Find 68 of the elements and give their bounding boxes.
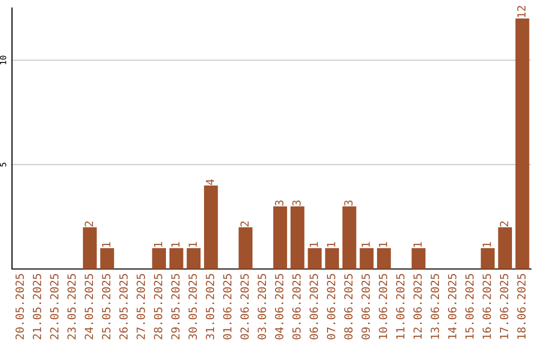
- x-tick-label: 20.05.2025: [16, 274, 24, 340]
- data-label: 1: [188, 242, 197, 247]
- x-tick-label: 30.05.2025: [188, 274, 197, 340]
- x-tick-label: 11.06.2025: [396, 274, 405, 339]
- bar: [273, 206, 288, 269]
- bar: [82, 227, 97, 269]
- x-tick-label: 27.05.2025: [136, 274, 146, 340]
- x-tick-label: 18.06.2025: [517, 274, 526, 339]
- bar: [360, 248, 374, 269]
- data-label: 1: [310, 242, 318, 247]
- x-tick-label: 22.05.2025: [50, 274, 59, 340]
- x-tick-label: 01.06.2025: [223, 274, 232, 340]
- bar: [480, 248, 495, 269]
- x-tick-label: 28.05.2025: [154, 274, 162, 340]
- data-label: 2: [240, 221, 249, 226]
- x-tick-label: 07.06.2025: [326, 274, 336, 340]
- x-tick-label: 12.06.2025: [413, 274, 422, 339]
- x-tick-label: 08.06.2025: [344, 274, 353, 340]
- bar: [377, 248, 391, 269]
- x-tick-label: 31.05.2025: [206, 274, 214, 340]
- data-label: 1: [482, 242, 491, 247]
- x-tick-label: 24.05.2025: [84, 274, 94, 340]
- x-tick-label: 26.05.2025: [119, 274, 128, 340]
- x-tick-label: 05.06.2025: [292, 274, 301, 340]
- data-label: 1: [102, 242, 110, 247]
- y-tick-label: 5: [0, 162, 6, 167]
- data-label: 2: [500, 221, 508, 226]
- x-tick-label: 02.06.2025: [240, 274, 249, 340]
- data-label: 12: [517, 6, 526, 18]
- bar: [515, 18, 530, 269]
- x-tick-label: 04.06.2025: [275, 274, 284, 340]
- x-tick-label: 16.06.2025: [482, 274, 492, 339]
- bar: [186, 248, 201, 269]
- data-label: 4: [206, 179, 214, 185]
- data-label: 1: [378, 242, 388, 247]
- x-tick-label: 06.06.2025: [310, 274, 318, 340]
- bar: [308, 248, 322, 269]
- data-label: 3: [344, 200, 353, 206]
- x-tick-label: 21.05.2025: [32, 274, 42, 340]
- y-tick-label: 10: [0, 56, 6, 64]
- x-tick-label: 29.05.2025: [171, 274, 180, 340]
- bar: [290, 206, 304, 269]
- x-tick-label: 17.06.2025: [500, 274, 508, 339]
- x-tick-label: 03.06.2025: [258, 274, 266, 340]
- x-tick-label: 14.06.2025: [448, 274, 456, 339]
- x-tick-label: 15.06.2025: [465, 274, 474, 339]
- data-label: 1: [154, 242, 162, 247]
- data-label: 1: [362, 242, 370, 247]
- x-tick-label: 10.06.2025: [378, 274, 388, 339]
- bar: [169, 248, 184, 269]
- data-label: 3: [292, 200, 301, 206]
- data-label: 1: [171, 242, 180, 247]
- bar: [325, 248, 339, 269]
- data-label: 2: [84, 221, 93, 226]
- x-tick-label: 23.05.2025: [67, 274, 76, 340]
- bar: [412, 248, 426, 269]
- bar: [100, 248, 114, 269]
- x-tick-label: 25.05.2025: [102, 274, 110, 340]
- data-label: 1: [414, 242, 422, 247]
- bar: [238, 227, 252, 269]
- data-label: 1: [327, 242, 336, 247]
- data-label: 3: [275, 200, 284, 206]
- bar: [498, 227, 512, 269]
- x-tick-label: 13.06.2025: [430, 274, 440, 339]
- bar: [204, 185, 218, 269]
- bar: [342, 206, 356, 269]
- x-tick-label: 09.06.2025: [362, 274, 370, 340]
- bar: [152, 248, 166, 269]
